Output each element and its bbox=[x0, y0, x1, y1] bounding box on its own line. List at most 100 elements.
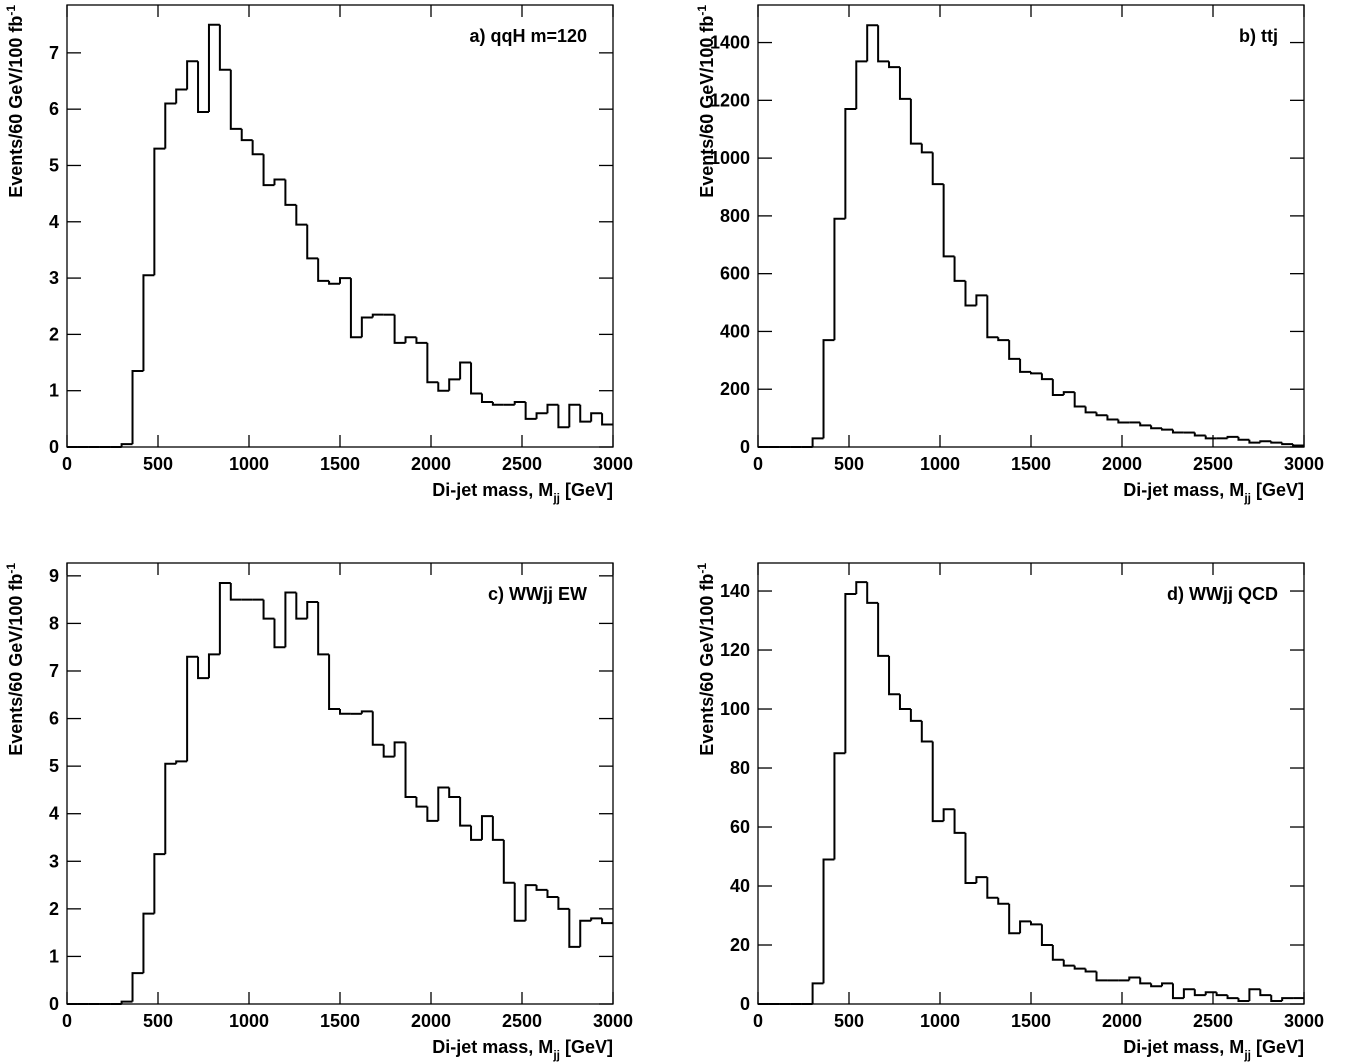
histogram-bin bbox=[844, 108, 857, 219]
x-label-main: Di-jet mass, M bbox=[1123, 480, 1244, 500]
histogram-bin bbox=[153, 853, 166, 914]
histogram-bin bbox=[470, 825, 482, 841]
x-tick-label: 1500 bbox=[320, 1011, 360, 1031]
histogram-bin bbox=[197, 61, 209, 113]
x-tick-label: 1000 bbox=[920, 1011, 960, 1031]
y-tick-label: 5 bbox=[49, 756, 59, 776]
histogram-bin bbox=[1193, 432, 1206, 437]
x-tick-label: 500 bbox=[834, 454, 864, 474]
histogram-bin bbox=[513, 882, 526, 922]
histogram-bin bbox=[328, 280, 340, 285]
histogram-bin bbox=[986, 295, 999, 339]
plot-frame bbox=[757, 4, 1305, 448]
y-tick-label: 6 bbox=[49, 709, 59, 729]
histogram-bin bbox=[822, 339, 835, 439]
y-tick-label: 0 bbox=[49, 437, 59, 457]
histogram-bin bbox=[909, 709, 922, 722]
y-tick-label: 40 bbox=[730, 876, 750, 896]
histogram-bin bbox=[1030, 371, 1042, 375]
histogram-bin bbox=[535, 885, 548, 891]
histogram-bin bbox=[1106, 415, 1119, 421]
histogram-bin bbox=[1150, 425, 1163, 430]
histogram-bin bbox=[877, 25, 890, 63]
x-tick-label: 2000 bbox=[411, 1011, 451, 1031]
y-tick-label: 6 bbox=[49, 99, 59, 119]
histogram-bin bbox=[328, 654, 340, 711]
y-tick-label: 4 bbox=[49, 804, 59, 824]
y-tick-label: 1000 bbox=[710, 148, 750, 168]
histogram-bin bbox=[833, 217, 846, 341]
histogram-bin bbox=[120, 443, 133, 447]
histogram-bin bbox=[186, 60, 199, 90]
x-tick-label: 2000 bbox=[411, 454, 451, 474]
x-tick-label: 2500 bbox=[1193, 454, 1233, 474]
x-label-sub: jj bbox=[1243, 1048, 1251, 1062]
y-tick-label: 0 bbox=[740, 437, 750, 457]
histogram-bin bbox=[601, 413, 613, 426]
histogram-bin bbox=[855, 60, 868, 109]
y-tick-label: 3 bbox=[49, 851, 59, 871]
y-tick-label: 4 bbox=[49, 212, 59, 232]
histogram-bin bbox=[1259, 440, 1272, 443]
y-tick-label: 7 bbox=[49, 43, 59, 63]
y-tick-label: 1200 bbox=[710, 90, 750, 110]
histogram-bin bbox=[822, 858, 835, 984]
y-tick-label: 60 bbox=[730, 817, 750, 837]
y-tick-label: 20 bbox=[730, 935, 750, 955]
histogram-bin bbox=[371, 711, 384, 746]
histogram-bin bbox=[524, 884, 537, 921]
histogram-bin bbox=[251, 140, 264, 156]
histogram-bin bbox=[437, 382, 450, 392]
histogram-bin bbox=[284, 591, 297, 648]
histogram-bin bbox=[975, 294, 988, 306]
histogram-bin bbox=[448, 378, 461, 391]
y-axis-label: Events/60 GeV/100 fb-1 bbox=[695, 563, 717, 756]
y-label-sup: -1 bbox=[4, 563, 18, 574]
histogram-bin bbox=[1161, 428, 1173, 431]
histogram-bin bbox=[964, 280, 977, 307]
x-tick-label: 2500 bbox=[1193, 1011, 1233, 1031]
histogram-bin bbox=[317, 602, 330, 656]
histogram-bin bbox=[898, 694, 911, 711]
histogram-bin bbox=[953, 256, 966, 282]
y-tick-label: 7 bbox=[49, 661, 59, 681]
histogram-bin bbox=[986, 877, 999, 899]
histogram-bin bbox=[491, 401, 504, 406]
chart-panel: 0 500 1000 1500 2000 2500 3000 0 1 2 3 4 5 6 7 8 9 c) WWj… bbox=[4, 562, 633, 1062]
histogram-bin bbox=[1128, 976, 1141, 981]
histogram-bin bbox=[1040, 373, 1053, 381]
histogram-bin bbox=[1073, 965, 1086, 970]
y-label-sup: -1 bbox=[695, 5, 709, 16]
histogram-bin bbox=[175, 760, 188, 764]
x-tick-label: 1500 bbox=[1011, 454, 1051, 474]
x-tick-label: 3000 bbox=[1284, 454, 1324, 474]
histogram-bin bbox=[1008, 340, 1021, 360]
x-label-end: [GeV] bbox=[560, 1037, 613, 1057]
histogram-bin bbox=[317, 258, 330, 282]
x-axis-label: Di-jet mass, Mjj [GeV] bbox=[432, 1037, 613, 1062]
histogram-bin bbox=[1062, 391, 1075, 395]
histogram-bin bbox=[579, 919, 592, 947]
y-tick-label: 2 bbox=[49, 324, 59, 344]
y-tick-label: 400 bbox=[720, 321, 750, 341]
histogram-bin bbox=[404, 336, 417, 343]
y-tick-label: 0 bbox=[740, 994, 750, 1014]
histogram-bin bbox=[1270, 995, 1283, 1003]
histogram-bin bbox=[942, 808, 955, 822]
histogram-bin bbox=[229, 69, 242, 130]
histogram-bin bbox=[459, 361, 472, 380]
y-tick-label: 2 bbox=[49, 899, 59, 919]
x-tick-label: 500 bbox=[143, 454, 173, 474]
histogram-bin bbox=[811, 437, 824, 447]
histogram-bin bbox=[415, 337, 428, 344]
histogram-bin bbox=[131, 369, 144, 445]
histogram-bin bbox=[197, 656, 209, 680]
y-tick-label: 1 bbox=[49, 381, 59, 401]
histogram-bin bbox=[1161, 982, 1173, 987]
histogram-bin bbox=[888, 61, 900, 69]
histogram-bin bbox=[931, 152, 944, 186]
histogram-bin bbox=[524, 401, 537, 420]
histogram-bin bbox=[448, 787, 461, 799]
panel-title: d) WWjj QCD bbox=[1167, 584, 1278, 604]
histogram-bin bbox=[1215, 992, 1228, 997]
